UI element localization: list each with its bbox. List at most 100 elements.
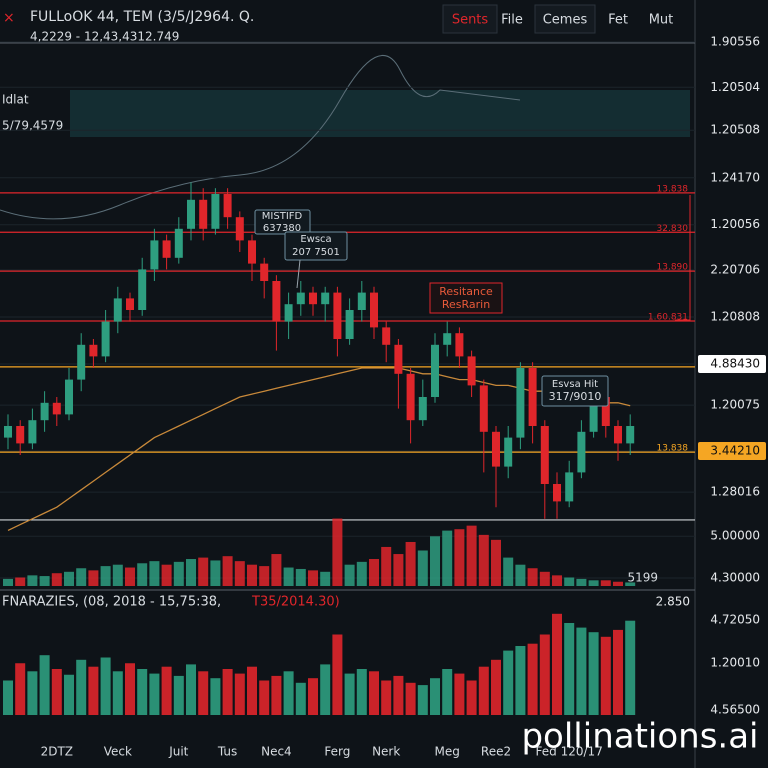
price-badge [698, 441, 766, 460]
menu-item[interactable]: Sents [452, 13, 489, 28]
indicator-bar [527, 643, 538, 715]
candle-body [223, 194, 232, 218]
indicator-bar [3, 680, 13, 715]
candle-body [321, 292, 330, 305]
callout-text: 637380 [263, 223, 301, 234]
level-label: 13.890 [657, 263, 689, 273]
indicator-bar [198, 671, 209, 715]
lower-title-highlight: T35/2014.30) [251, 595, 340, 610]
menu-item[interactable]: Mut [649, 13, 674, 28]
y-tick-label: 4.56500 [710, 703, 760, 717]
menu-item[interactable]: Fet [608, 13, 628, 28]
indicator-bar [564, 623, 575, 715]
level-label: 32.830 [657, 224, 689, 234]
indicator-bar [369, 671, 379, 715]
volume-bar [198, 557, 209, 586]
callout-box [284, 231, 348, 261]
volume-bar [369, 559, 379, 586]
side-label: 5/79,4579 [2, 119, 63, 133]
candle-body [248, 240, 256, 264]
candle-body [40, 402, 49, 421]
volume-bar [271, 554, 282, 586]
indicator-bar [295, 682, 306, 715]
volume-bar [552, 575, 562, 586]
callout-text: 207 7501 [292, 247, 340, 258]
indicator-bar [588, 632, 599, 715]
volume-bar [625, 582, 636, 586]
y-tick-label: 3.44210 [710, 443, 760, 457]
candle-body [614, 426, 622, 444]
volume-bar [613, 581, 623, 586]
candle-body [370, 292, 378, 328]
x-tick-label: Meg [435, 745, 460, 759]
callout-box [541, 375, 609, 407]
indicator-bar [454, 673, 465, 715]
menu-button[interactable] [442, 4, 498, 34]
indicator-bar [576, 627, 587, 715]
candle-body [101, 321, 110, 357]
candle-body [187, 199, 195, 229]
indicator-bar [393, 675, 404, 715]
candle-body [235, 217, 244, 241]
indicator-bar [283, 671, 294, 715]
volume-bar [527, 568, 538, 586]
indicator-bar [417, 685, 428, 715]
volume-bar [442, 530, 453, 586]
menu-item[interactable]: Cemes [543, 13, 588, 28]
volume-bar [283, 567, 294, 586]
candle-body [382, 327, 391, 345]
x-tick-label: Fed 120/17 [536, 745, 603, 759]
candle-body [406, 373, 415, 421]
volume-bar [210, 560, 221, 586]
callout-text: Ewsca [300, 234, 331, 245]
volume-bar [344, 564, 355, 586]
candle-body [174, 228, 183, 258]
volume-bar [393, 554, 404, 586]
volume-bar [186, 559, 196, 586]
candle-body [150, 240, 159, 270]
indicator-bar [27, 671, 38, 715]
indicator-bar [430, 678, 440, 715]
candle-body [309, 292, 317, 305]
indicator-bar [320, 664, 331, 715]
volume-bar [417, 550, 428, 586]
volume-bar [430, 536, 440, 586]
callout-text: 317/9010 [549, 390, 602, 403]
volume-bar [112, 564, 123, 586]
indicator-bar [112, 671, 123, 715]
volume-bar [515, 564, 526, 586]
indicator-bar [76, 659, 87, 715]
indicator-bar [186, 664, 196, 715]
indicator-bar [478, 666, 489, 715]
y-tick-label: 1.28016 [710, 485, 760, 499]
indicator-bar [405, 682, 416, 715]
volume-bar [100, 566, 111, 586]
indicator-bar [344, 673, 355, 715]
candle-body [138, 269, 147, 310]
candle-body [89, 344, 98, 357]
volume-bar [39, 576, 50, 586]
callout-box [254, 209, 311, 235]
volume-bar [234, 561, 245, 586]
indicator-bar [552, 613, 562, 715]
indicator-bar [247, 666, 257, 715]
close-icon[interactable]: × [3, 10, 15, 26]
callout-text: Esvsa Hit [552, 379, 598, 390]
menu-item[interactable]: File [501, 13, 523, 28]
callout-box [429, 282, 503, 314]
candle-body [333, 292, 342, 339]
y-tick-label: 1.90556 [710, 35, 760, 49]
y-tick-label: 4.30000 [710, 570, 760, 584]
volume-bar [356, 561, 367, 586]
level-label: 13.838 [657, 184, 689, 194]
candle-body [418, 397, 427, 421]
candle-body [357, 292, 366, 310]
candle-body [113, 298, 122, 322]
indicator-bar [466, 680, 477, 715]
volume-bar [27, 575, 38, 586]
candle-body [16, 426, 25, 444]
menu-button[interactable] [534, 4, 596, 34]
volume-bar [564, 577, 575, 586]
y-tick-label: 1.20508 [710, 123, 760, 137]
volume-bar [222, 556, 233, 586]
